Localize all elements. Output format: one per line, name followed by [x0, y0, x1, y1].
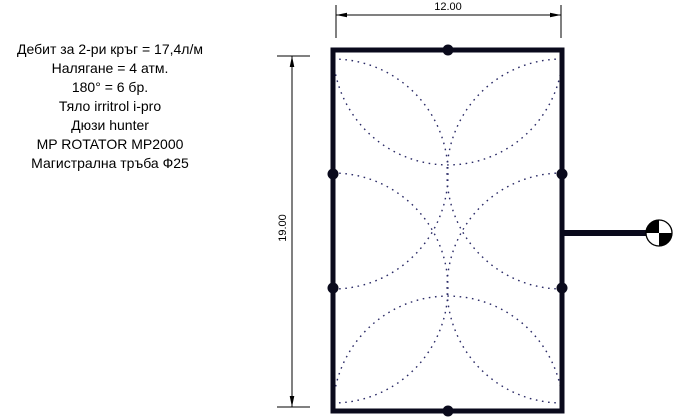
spray-arc — [332, 172, 449, 404]
width-dimension-label: 12.00 — [434, 1, 462, 13]
supply-point-quadrant — [646, 220, 659, 233]
sprinkler-head — [442, 405, 454, 417]
note-line: Тяло irritrol i-pro — [58, 98, 162, 114]
dimension-arrow — [550, 12, 561, 18]
note-line: MP ROTATOR MP2000 — [36, 136, 184, 152]
spray-arc — [332, 49, 564, 166]
sprinkler-head — [327, 168, 339, 180]
note-line: Дебит за 2-ри кръг = 17,4л/м — [17, 41, 203, 57]
note-line: Дюзи hunter — [71, 117, 149, 133]
spray-arc — [446, 58, 563, 290]
plan-notes: Дебит за 2-ри кръг = 17,4л/м Налягане = 4… — [0, 40, 220, 173]
spray-arc — [446, 172, 563, 404]
dimension-arrow — [289, 396, 295, 407]
spray-arc — [332, 295, 564, 412]
note-line: 180° = 6 бр. — [71, 79, 149, 95]
sprinkler-head — [556, 168, 568, 180]
sprinkler-head — [442, 44, 454, 56]
note-line: Налягане = 4 атм. — [51, 60, 169, 76]
supply-point-quadrant — [659, 233, 672, 246]
dimension-arrow — [289, 56, 295, 67]
zone-boundary — [330, 47, 565, 414]
sprinkler-head — [327, 282, 339, 294]
note-line: Магистрална тръба Ф25 — [31, 155, 189, 171]
spray-arc — [332, 58, 449, 290]
dimension-arrow — [336, 12, 347, 18]
sprinkler-head — [556, 282, 568, 294]
